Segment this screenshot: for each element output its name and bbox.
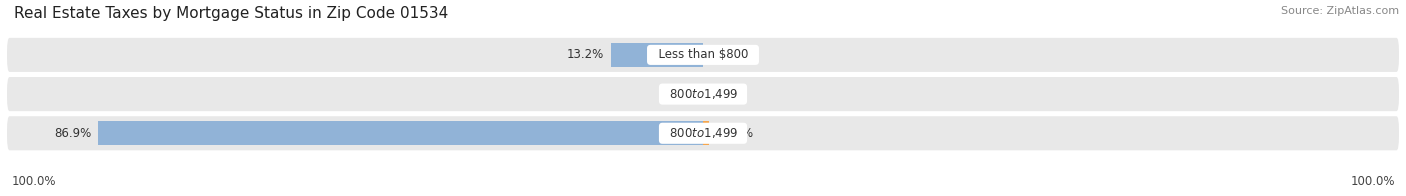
Text: Less than $800: Less than $800 <box>651 48 755 61</box>
Bar <box>703 121 710 145</box>
Text: 0.0%: 0.0% <box>713 48 742 61</box>
Text: 0.93%: 0.93% <box>717 127 754 140</box>
Text: 13.2%: 13.2% <box>567 48 605 61</box>
Bar <box>98 121 703 145</box>
Text: 86.9%: 86.9% <box>53 127 91 140</box>
Text: 100.0%: 100.0% <box>1350 175 1395 188</box>
Text: 100.0%: 100.0% <box>11 175 56 188</box>
Text: $800 to $1,499: $800 to $1,499 <box>662 87 744 101</box>
Text: $800 to $1,499: $800 to $1,499 <box>662 126 744 140</box>
Text: 0.0%: 0.0% <box>713 88 742 101</box>
Bar <box>612 43 703 67</box>
Text: 0.0%: 0.0% <box>664 88 693 101</box>
FancyBboxPatch shape <box>7 77 1399 111</box>
Text: Source: ZipAtlas.com: Source: ZipAtlas.com <box>1281 6 1399 16</box>
Text: Real Estate Taxes by Mortgage Status in Zip Code 01534: Real Estate Taxes by Mortgage Status in … <box>14 6 449 21</box>
FancyBboxPatch shape <box>7 116 1399 150</box>
FancyBboxPatch shape <box>7 38 1399 72</box>
